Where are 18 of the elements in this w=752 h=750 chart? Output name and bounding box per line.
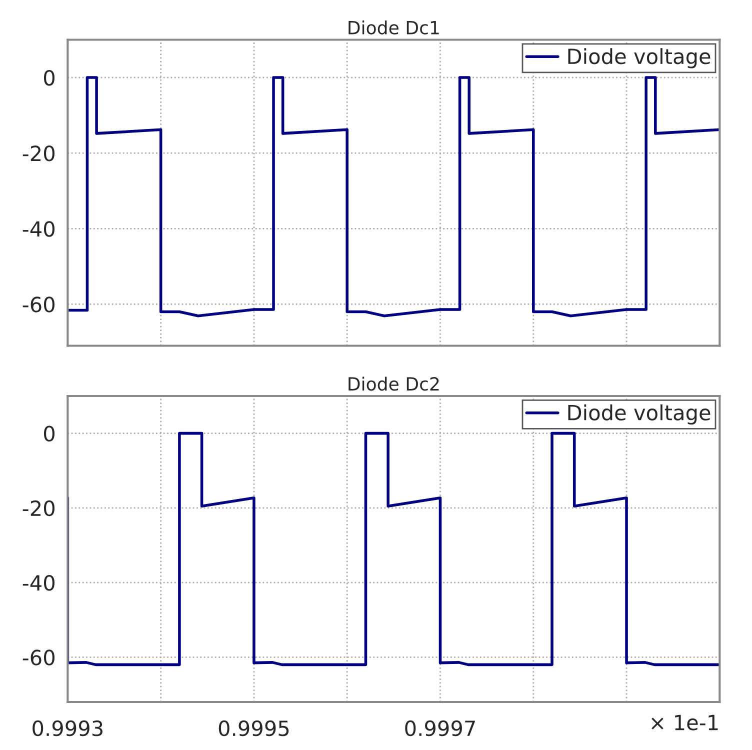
x-tick-label: 0.9995	[218, 720, 289, 736]
line-series	[68, 76, 720, 318]
chart-title: Diode Dc1	[348, 20, 439, 34]
x-tick-label: 0.9997	[405, 720, 475, 736]
y-tick-label: 0	[44, 426, 54, 442]
chart-title: Diode Dc2	[348, 376, 439, 391]
legend-label: Diode voltage	[568, 48, 710, 68]
y-tick-label: -20	[22, 146, 54, 162]
y-tick-label: -60	[22, 296, 54, 312]
y-tick-label: -40	[22, 221, 54, 237]
y-tick-label: -20	[22, 500, 54, 516]
legend-label: Diode voltage	[568, 404, 710, 424]
y-tick-label: -40	[22, 575, 54, 591]
text: × 1e-1	[652, 714, 718, 730]
y-tick-label: 0	[44, 70, 54, 86]
y-tick-label: -60	[22, 650, 54, 666]
x-tick-label: 0.9993	[32, 720, 102, 736]
line-series	[68, 432, 720, 666]
